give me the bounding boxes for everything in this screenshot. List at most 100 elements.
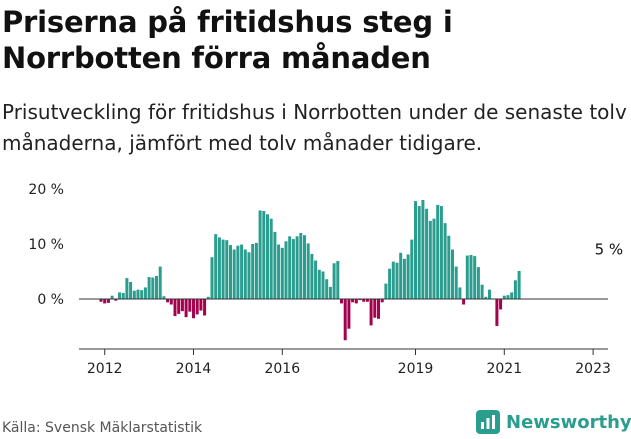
bar — [217, 237, 221, 299]
bar — [221, 239, 225, 299]
bar — [169, 299, 173, 305]
bar — [162, 296, 166, 299]
bar — [306, 243, 310, 299]
bar — [391, 261, 395, 299]
bar — [106, 299, 110, 303]
bar — [328, 286, 332, 299]
bar — [214, 234, 218, 299]
x-tick-label: 2019 — [398, 361, 434, 377]
bar — [180, 299, 184, 312]
bar — [402, 258, 406, 299]
bar — [365, 299, 369, 302]
y-tick-label: 10 % — [28, 237, 64, 253]
last-value-annotation: 5 % — [595, 241, 624, 259]
bar — [229, 245, 232, 299]
bar — [451, 249, 454, 299]
bar — [236, 245, 240, 299]
bar — [462, 299, 466, 305]
bar — [295, 236, 299, 299]
bar — [484, 296, 488, 299]
bar — [447, 235, 451, 299]
bar — [114, 299, 118, 301]
bar — [225, 240, 229, 299]
bar — [210, 257, 214, 299]
bar — [443, 223, 447, 299]
bar — [414, 201, 417, 299]
bar — [136, 289, 140, 299]
bar — [99, 299, 103, 302]
bar — [269, 218, 273, 299]
bar — [488, 289, 491, 299]
bar — [325, 279, 329, 299]
bar — [517, 270, 521, 299]
bar — [343, 299, 347, 341]
bar — [132, 290, 136, 299]
bar — [495, 299, 499, 326]
bar — [454, 266, 458, 299]
bar — [184, 299, 188, 318]
bar — [288, 236, 292, 299]
bar — [476, 267, 480, 299]
bar — [506, 295, 510, 299]
bar — [417, 206, 421, 299]
bar — [199, 299, 203, 311]
bar — [421, 200, 425, 299]
bar — [347, 299, 351, 329]
bar — [351, 299, 355, 303]
bar — [140, 290, 144, 299]
x-tick-label: 2021 — [486, 361, 522, 377]
bar — [206, 296, 210, 299]
newsworthy-logo: Newsworthy — [476, 408, 631, 436]
bar — [125, 278, 129, 299]
bar — [369, 299, 373, 326]
bar — [266, 214, 269, 299]
bar — [147, 277, 151, 299]
bar — [384, 283, 388, 299]
bar — [251, 244, 255, 299]
bar — [377, 299, 380, 319]
bar — [513, 280, 517, 299]
bar — [310, 253, 314, 299]
bar — [151, 277, 155, 299]
newsworthy-wordmark: Newsworthy — [506, 411, 631, 433]
bar — [436, 204, 440, 299]
source-note: Källa: Svensk Mäklarstatistik — [2, 420, 203, 436]
bar — [332, 263, 336, 299]
bar — [280, 247, 284, 299]
bar — [439, 206, 443, 299]
x-tick-label: 2012 — [87, 361, 123, 377]
y-tick-label: 0 % — [37, 292, 64, 308]
bar — [177, 299, 181, 314]
bar — [110, 295, 114, 299]
bar — [118, 292, 121, 299]
bar — [203, 299, 207, 316]
bar — [321, 271, 325, 299]
bar — [373, 299, 377, 318]
bar — [469, 255, 473, 299]
bar — [247, 252, 251, 299]
x-tick-label: 2016 — [264, 361, 300, 377]
bar — [340, 299, 343, 304]
bar — [428, 220, 432, 299]
bar — [243, 249, 247, 299]
bar — [273, 231, 277, 299]
bar — [358, 299, 362, 301]
bar — [502, 295, 506, 299]
bar — [192, 299, 195, 319]
bar — [425, 208, 429, 299]
bar — [410, 239, 414, 299]
bar — [158, 266, 162, 299]
x-tick-label: 2023 — [575, 361, 611, 377]
chart-title: Priserna på fritidshus steg i Norrbotten… — [2, 5, 453, 75]
bar — [258, 210, 262, 299]
bars — [99, 200, 521, 341]
bar — [388, 268, 392, 299]
bar — [380, 299, 384, 303]
bar — [143, 287, 147, 299]
bar — [499, 299, 503, 310]
newsworthy-logo-icon — [476, 410, 500, 434]
bar — [173, 299, 177, 317]
bar — [362, 299, 366, 302]
bar — [121, 292, 125, 299]
bar — [291, 239, 295, 299]
